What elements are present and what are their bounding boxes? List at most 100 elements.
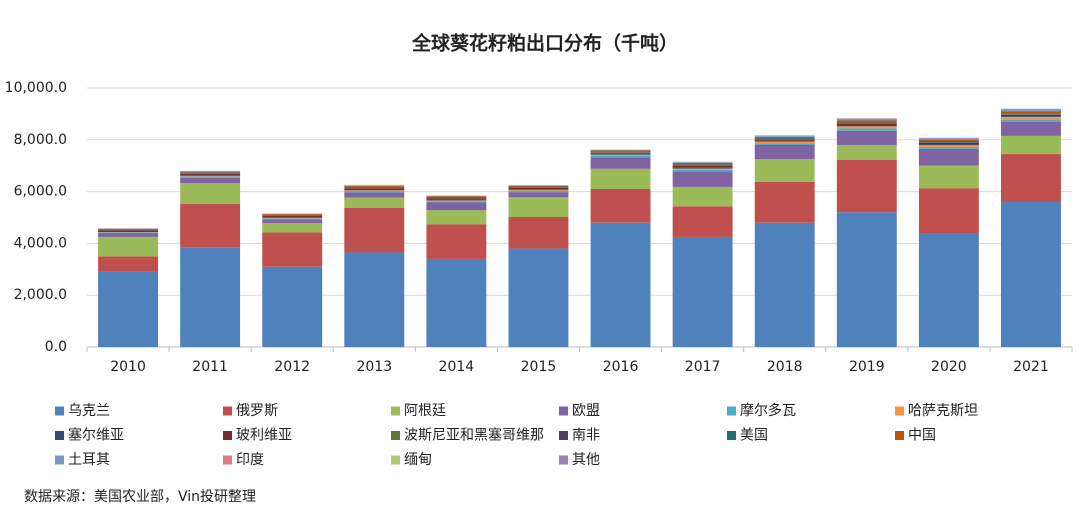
legend-label: 阿根廷 — [404, 403, 446, 419]
bar-segment — [754, 159, 815, 182]
legend-swatch — [895, 431, 904, 440]
bar-segment — [426, 200, 487, 202]
legend-swatch — [391, 455, 400, 465]
x-tick-label: 2016 — [603, 359, 639, 375]
bar-segment — [1000, 117, 1061, 120]
bar-segment — [1000, 109, 1061, 112]
bar-segment — [262, 223, 323, 233]
bar-segment — [590, 155, 651, 158]
bar-segment — [672, 206, 733, 237]
bar-segment — [918, 144, 979, 146]
bar-segment — [98, 231, 159, 233]
legend-swatch — [55, 406, 64, 416]
bar-segment — [508, 185, 569, 187]
bar-segment — [918, 147, 979, 149]
bar-segment — [918, 165, 979, 189]
bar-segment — [836, 120, 897, 123]
bar-segment — [754, 139, 815, 141]
bar-segment — [1000, 119, 1061, 122]
bar-segment — [918, 141, 979, 143]
bar-segment — [672, 186, 733, 207]
legend-label: 哈萨克斯坦 — [908, 403, 978, 419]
bar-segment — [754, 138, 815, 140]
bar-segment — [344, 192, 405, 198]
bar-segment — [262, 219, 323, 224]
bar-segment — [754, 143, 815, 145]
legend-swatch — [55, 455, 64, 465]
bar-segment — [672, 236, 733, 347]
bar-segment — [754, 181, 815, 223]
bar-segment — [836, 144, 897, 161]
bar-segment — [754, 141, 815, 144]
legend-swatch — [895, 406, 904, 416]
bar-segment — [590, 154, 651, 156]
bar-segment — [836, 118, 897, 121]
bar-segment — [180, 176, 241, 178]
bar-segment — [672, 167, 733, 169]
bar-segment — [262, 218, 323, 220]
bar-segment — [508, 192, 569, 198]
bar-segment — [262, 266, 323, 347]
bar-segment — [836, 118, 897, 119]
bar-segment — [918, 139, 979, 142]
legend-label: 美国 — [740, 428, 768, 444]
bar-segment — [344, 207, 405, 253]
legend-swatch — [223, 406, 232, 416]
legend-label: 印度 — [236, 452, 264, 468]
x-tick-label: 2019 — [849, 359, 885, 375]
bar-segment — [508, 197, 569, 217]
bar-segment — [1000, 154, 1061, 202]
legend-swatch — [391, 431, 400, 440]
bar-segment — [98, 232, 159, 234]
y-tick-label: 4,000.0 — [14, 235, 67, 251]
bar-segment — [1000, 135, 1061, 155]
bar-segment — [344, 191, 405, 193]
legend-label: 塞尔维亚 — [68, 427, 124, 444]
legend-swatch — [391, 406, 400, 416]
bar-segment — [344, 189, 405, 191]
source-note: 数据来源：美国农业部，Vin投研整理 — [24, 489, 256, 505]
bar-segment — [590, 153, 651, 155]
bar-segment — [426, 196, 487, 198]
bar-segment — [836, 128, 897, 131]
bar-segment — [508, 216, 569, 249]
bar-segment — [836, 212, 897, 347]
legend-label: 俄罗斯 — [236, 403, 278, 419]
bar-segment — [1000, 111, 1061, 114]
bar-segment — [590, 152, 651, 154]
bar-segment — [672, 171, 733, 187]
y-tick-label: 8,000.0 — [14, 132, 67, 148]
bar-segment — [180, 183, 241, 205]
bar-segment — [508, 248, 569, 347]
bar-segment — [672, 168, 733, 170]
bar-segment — [98, 229, 159, 231]
bar-segment — [180, 177, 241, 184]
legend-label: 土耳其 — [68, 452, 110, 468]
x-tick-label: 2020 — [931, 359, 967, 375]
bar-segment — [180, 204, 241, 248]
bar-segment — [836, 130, 897, 145]
bar-segment — [754, 222, 815, 347]
bar-segment — [180, 175, 241, 176]
bar-segment — [508, 190, 569, 193]
y-tick-label: 6,000.0 — [14, 184, 67, 200]
bar-segment — [426, 258, 487, 347]
bar-segment — [98, 256, 159, 272]
bar-segment — [590, 168, 651, 190]
legend-swatch — [559, 406, 568, 416]
bar-segment — [1000, 114, 1061, 117]
bar-segment — [754, 135, 815, 136]
legend-swatch — [55, 431, 64, 440]
bar-segment — [590, 157, 651, 169]
legend-label: 乌克兰 — [68, 403, 110, 419]
bar-segment — [344, 185, 405, 186]
bar-segment — [98, 271, 159, 347]
bar-segment — [918, 138, 979, 140]
legend-swatch — [559, 431, 568, 440]
bar-segment — [754, 136, 815, 137]
bar-segment — [98, 230, 159, 232]
bar-segment — [590, 222, 651, 347]
bar-segment — [672, 162, 733, 165]
legend-label: 中国 — [908, 428, 936, 444]
